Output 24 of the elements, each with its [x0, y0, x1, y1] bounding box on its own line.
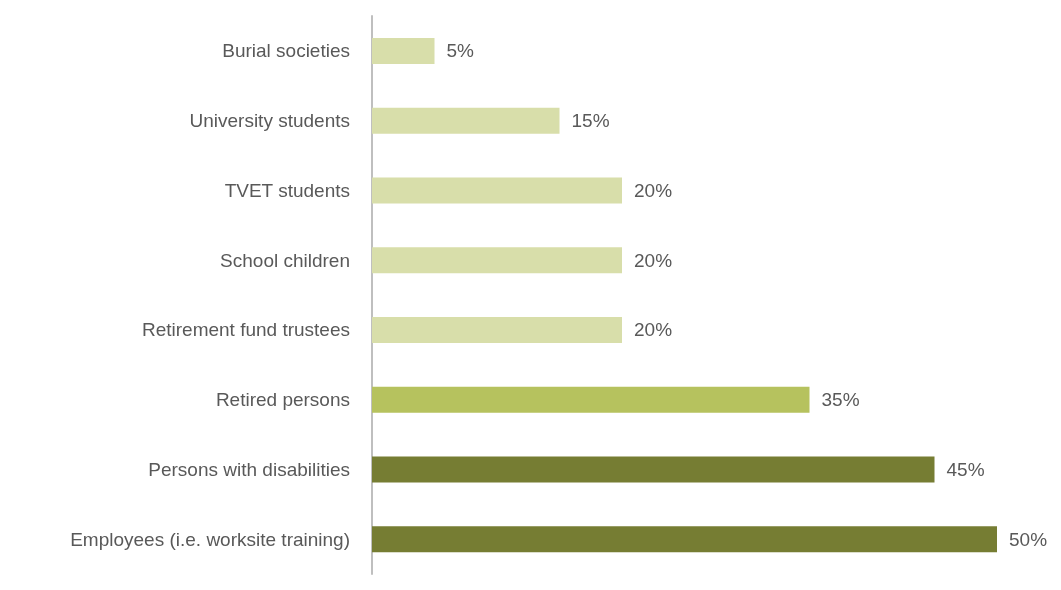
y-tick-label: School children	[220, 249, 350, 271]
data-label: 15%	[571, 110, 610, 132]
data-label: 5%	[446, 40, 475, 62]
data-label: 20%	[634, 179, 673, 201]
y-tick-label: Persons with disabilities	[148, 458, 350, 480]
bar	[372, 386, 810, 413]
data-label: 50%	[1009, 528, 1048, 550]
bar	[372, 247, 622, 274]
data-label: 20%	[634, 249, 673, 271]
bar	[372, 107, 560, 134]
bar	[372, 456, 935, 483]
bar	[372, 177, 622, 204]
y-tick-label: TVET students	[224, 179, 350, 201]
y-tick-label: Retirement fund trustees	[141, 319, 350, 341]
bar	[372, 526, 997, 553]
y-tick-label: Employees (i.e. worksite training)	[70, 528, 350, 550]
data-label: 45%	[946, 458, 985, 480]
bar	[372, 37, 435, 64]
y-tick-label: Retired persons	[215, 389, 350, 411]
bar	[372, 316, 622, 343]
data-label: 35%	[821, 389, 860, 411]
data-label: 20%	[634, 319, 673, 341]
y-tick-label: Burial societies	[222, 40, 350, 62]
y-tick-label: University students	[189, 110, 350, 132]
